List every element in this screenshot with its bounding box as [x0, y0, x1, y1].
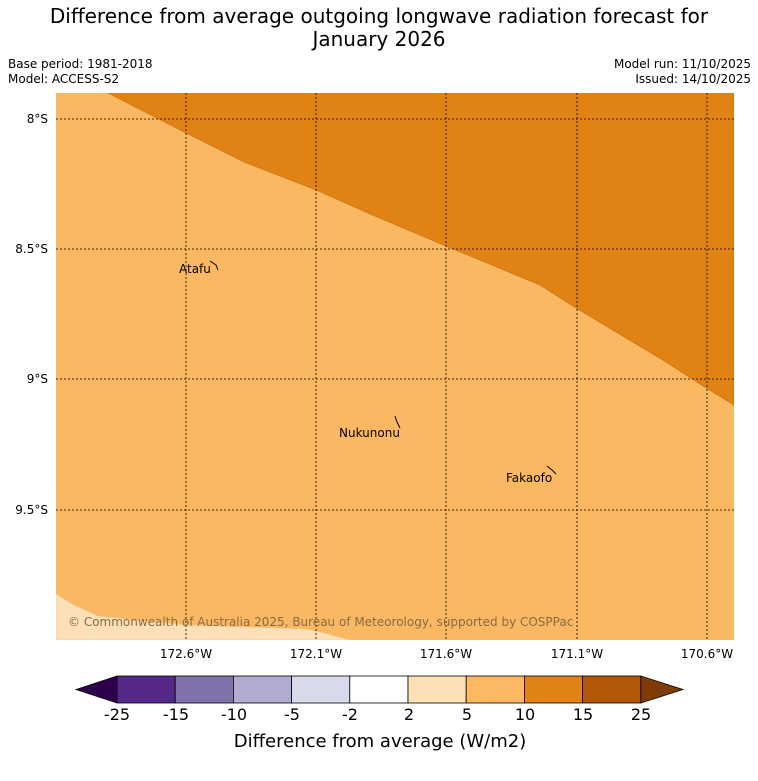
copyright-notice: © Commonwealth of Australia 2025, Bureau… [68, 615, 573, 629]
chart-title: Difference from average outgoing longwav… [0, 5, 758, 51]
lon-label: 170.6°W [681, 647, 733, 661]
colorbar-tick: -5 [284, 705, 300, 724]
title-line-2: January 2026 [312, 27, 446, 51]
colorbar-extension-high [640, 675, 685, 704]
lat-label: 8.5°S [15, 242, 48, 256]
lat-axis: 8°S 8.5°S 9°S 9.5°S [15, 112, 48, 517]
place-label-fakaofo: Fakaofo [506, 471, 552, 485]
issued-date: Issued: 14/10/2025 [635, 72, 751, 86]
graticule [56, 93, 734, 640]
lat-label: 9.5°S [15, 503, 48, 517]
colorbar-tick: -2 [342, 705, 358, 724]
colorbar-segment [291, 675, 351, 704]
lon-label: 172.6°W [160, 647, 212, 661]
place-label-atafu: Atafu [179, 262, 211, 276]
colorbar-tick: 2 [404, 705, 414, 724]
anomaly-10-15-region [107, 93, 734, 406]
lon-label: 171.6°W [420, 647, 472, 661]
lon-label: 172.1°W [290, 647, 342, 661]
lon-label: 171.1°W [551, 647, 603, 661]
base-period: Base period: 1981-2018 [8, 57, 153, 71]
colorbar-tick: 10 [515, 705, 535, 724]
colorbar-ticks: -25 -15 -10 -5 -2 2 5 10 15 25 [104, 705, 651, 724]
atoll-outlines [209, 260, 557, 475]
colorbar-extension-low [74, 675, 118, 704]
colorbar-segment [524, 675, 584, 704]
fakaofo-outline [546, 465, 557, 475]
model-run: Model run: 11/10/2025 [613, 57, 751, 71]
place-label-nukunonu: Nukunonu [339, 426, 400, 440]
title-line-1: Difference from average outgoing longwav… [49, 4, 709, 28]
model-name: Model: ACCESS-S2 [8, 72, 120, 86]
map-area: Atafu Nukunonu Fakaofo © Commonwealth of… [56, 93, 734, 640]
colorbar-tick: 25 [631, 705, 651, 724]
colorbar-tick: 5 [462, 705, 472, 724]
colorbar-tick: -10 [221, 705, 247, 724]
anomaly-2-5-region [56, 593, 351, 640]
atafu-outline [209, 260, 219, 271]
meta-left: Base period: 1981-2018 Model: ACCESS-S2 [8, 57, 153, 87]
colorbar-tick: -15 [163, 705, 189, 724]
colorbar-segment [407, 675, 467, 704]
nukunonu-outline [394, 415, 401, 429]
colorbar-segment [232, 675, 292, 704]
colorbar-segment [116, 675, 176, 704]
lat-label: 9°S [27, 372, 48, 386]
lat-label: 8°S [27, 112, 48, 126]
meta-right: Model run: 11/10/2025 Issued: 14/10/2025 [614, 57, 751, 87]
colorbar-segment [465, 675, 525, 704]
colorbar-tick: -25 [104, 705, 130, 724]
colorbar [74, 675, 685, 704]
colorbar-tick: 15 [573, 705, 593, 724]
colorbar-label: Difference from average (W/m2) [234, 731, 526, 752]
colorbar-segment [582, 675, 642, 704]
colorbar-segment [349, 675, 409, 704]
lon-axis: 172.6°W 172.1°W 171.6°W 171.1°W 170.6°W [160, 647, 733, 661]
colorbar-segment [174, 675, 234, 704]
